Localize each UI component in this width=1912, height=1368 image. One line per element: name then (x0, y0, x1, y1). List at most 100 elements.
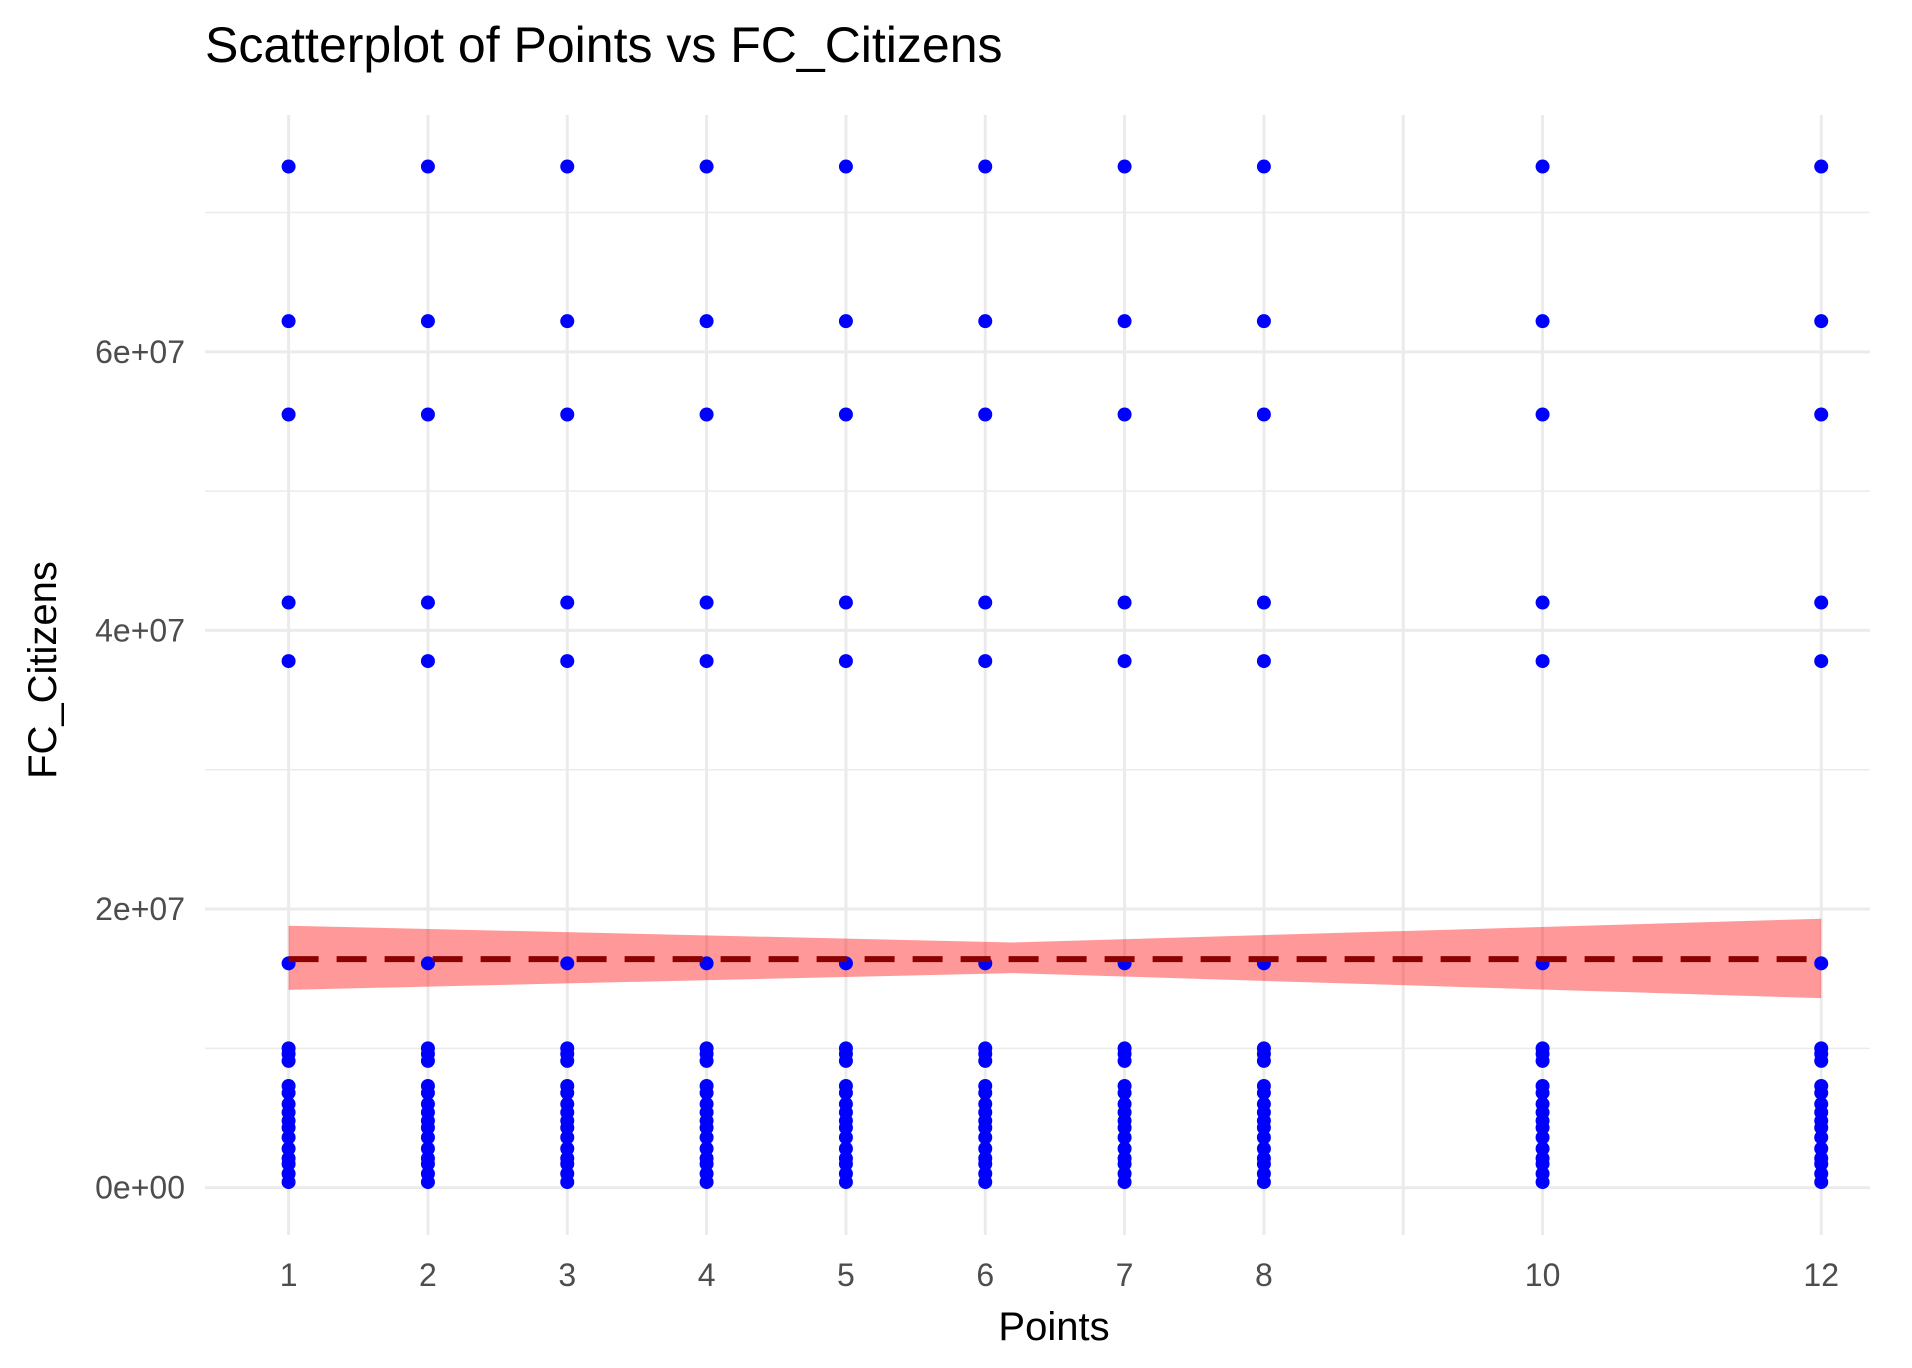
data-point (838, 595, 853, 610)
data-point (699, 1120, 714, 1135)
data-point (1256, 407, 1271, 422)
y-tick-label: 0e+00 (95, 1170, 185, 1206)
data-point (1117, 1053, 1132, 1068)
data-point (1535, 1175, 1550, 1190)
data-point (1814, 1053, 1829, 1068)
data-point (1535, 407, 1550, 422)
data-point (281, 407, 296, 422)
x-tick-label: 3 (558, 1257, 576, 1293)
data-point (1117, 1141, 1132, 1156)
data-point (420, 1053, 435, 1068)
data-point (978, 1141, 993, 1156)
data-point (420, 1156, 435, 1171)
data-point (1256, 314, 1271, 329)
data-point (1256, 1156, 1271, 1171)
data-point (420, 654, 435, 669)
data-point (1814, 956, 1829, 971)
data-point (560, 159, 575, 174)
x-tick-label: 8 (1255, 1257, 1273, 1293)
data-point (838, 654, 853, 669)
data-point (420, 1141, 435, 1156)
y-tick-label: 6e+07 (95, 334, 185, 370)
data-point (1535, 1053, 1550, 1068)
data-point (838, 1175, 853, 1190)
data-point (1814, 1175, 1829, 1190)
x-tick-label: 1 (280, 1257, 298, 1293)
data-point (1814, 1120, 1829, 1135)
data-point (281, 654, 296, 669)
data-point (281, 1053, 296, 1068)
data-point (560, 1130, 575, 1145)
data-point (560, 314, 575, 329)
data-point (1535, 1085, 1550, 1100)
data-point (1117, 407, 1132, 422)
data-point (1535, 314, 1550, 329)
data-point (699, 956, 714, 971)
data-point (1117, 314, 1132, 329)
data-point (838, 407, 853, 422)
data-point (1256, 1175, 1271, 1190)
data-point (699, 407, 714, 422)
data-point (560, 407, 575, 422)
data-point (420, 1120, 435, 1135)
data-point (1814, 1156, 1829, 1171)
data-point (560, 956, 575, 971)
data-point (420, 1175, 435, 1190)
data-point (560, 1175, 575, 1190)
data-point (1256, 1130, 1271, 1145)
data-point (699, 159, 714, 174)
data-point (1535, 1120, 1550, 1135)
data-point (1814, 1141, 1829, 1156)
data-point (838, 314, 853, 329)
x-axis-title: Points (998, 1305, 1109, 1349)
data-point (838, 1141, 853, 1156)
data-point (281, 1120, 296, 1135)
confidence-band-layer (288, 918, 1822, 999)
data-point (838, 1120, 853, 1135)
data-point (560, 1053, 575, 1068)
chart-title: Scatterplot of Points vs FC_Citizens (205, 17, 1003, 73)
data-point (281, 159, 296, 174)
data-point (1117, 595, 1132, 610)
data-point (978, 1156, 993, 1171)
data-point (699, 1175, 714, 1190)
y-tick-label: 4e+07 (95, 612, 185, 648)
data-point (1814, 314, 1829, 329)
data-point (699, 595, 714, 610)
data-point (978, 595, 993, 610)
data-point (281, 1085, 296, 1100)
data-point (978, 1120, 993, 1135)
data-point (1535, 159, 1550, 174)
x-tick-label: 10 (1525, 1257, 1561, 1293)
x-tick-label: 4 (698, 1257, 716, 1293)
x-tick-label: 12 (1803, 1257, 1839, 1293)
data-points (281, 159, 1829, 1190)
x-tick-label: 5 (837, 1257, 855, 1293)
data-point (420, 314, 435, 329)
data-point (838, 1085, 853, 1100)
y-axis-title: FC_Citizens (21, 561, 65, 779)
data-point (978, 1085, 993, 1100)
data-point (1535, 1156, 1550, 1171)
data-point (1256, 1120, 1271, 1135)
data-point (1814, 654, 1829, 669)
data-point (1117, 159, 1132, 174)
data-point (838, 1053, 853, 1068)
data-point (420, 1085, 435, 1100)
data-point (978, 1053, 993, 1068)
data-point (699, 654, 714, 669)
data-point (281, 1141, 296, 1156)
y-axis-ticks: 0e+00 2e+07 4e+07 6e+07 (95, 334, 185, 1206)
data-point (1535, 1141, 1550, 1156)
data-point (978, 407, 993, 422)
data-point (1814, 1085, 1829, 1100)
data-point (978, 159, 993, 174)
data-point (420, 595, 435, 610)
data-point (1117, 1120, 1132, 1135)
data-point (1256, 595, 1271, 610)
data-point (699, 1130, 714, 1145)
data-point (699, 1085, 714, 1100)
data-point (560, 1141, 575, 1156)
data-point (281, 1156, 296, 1171)
